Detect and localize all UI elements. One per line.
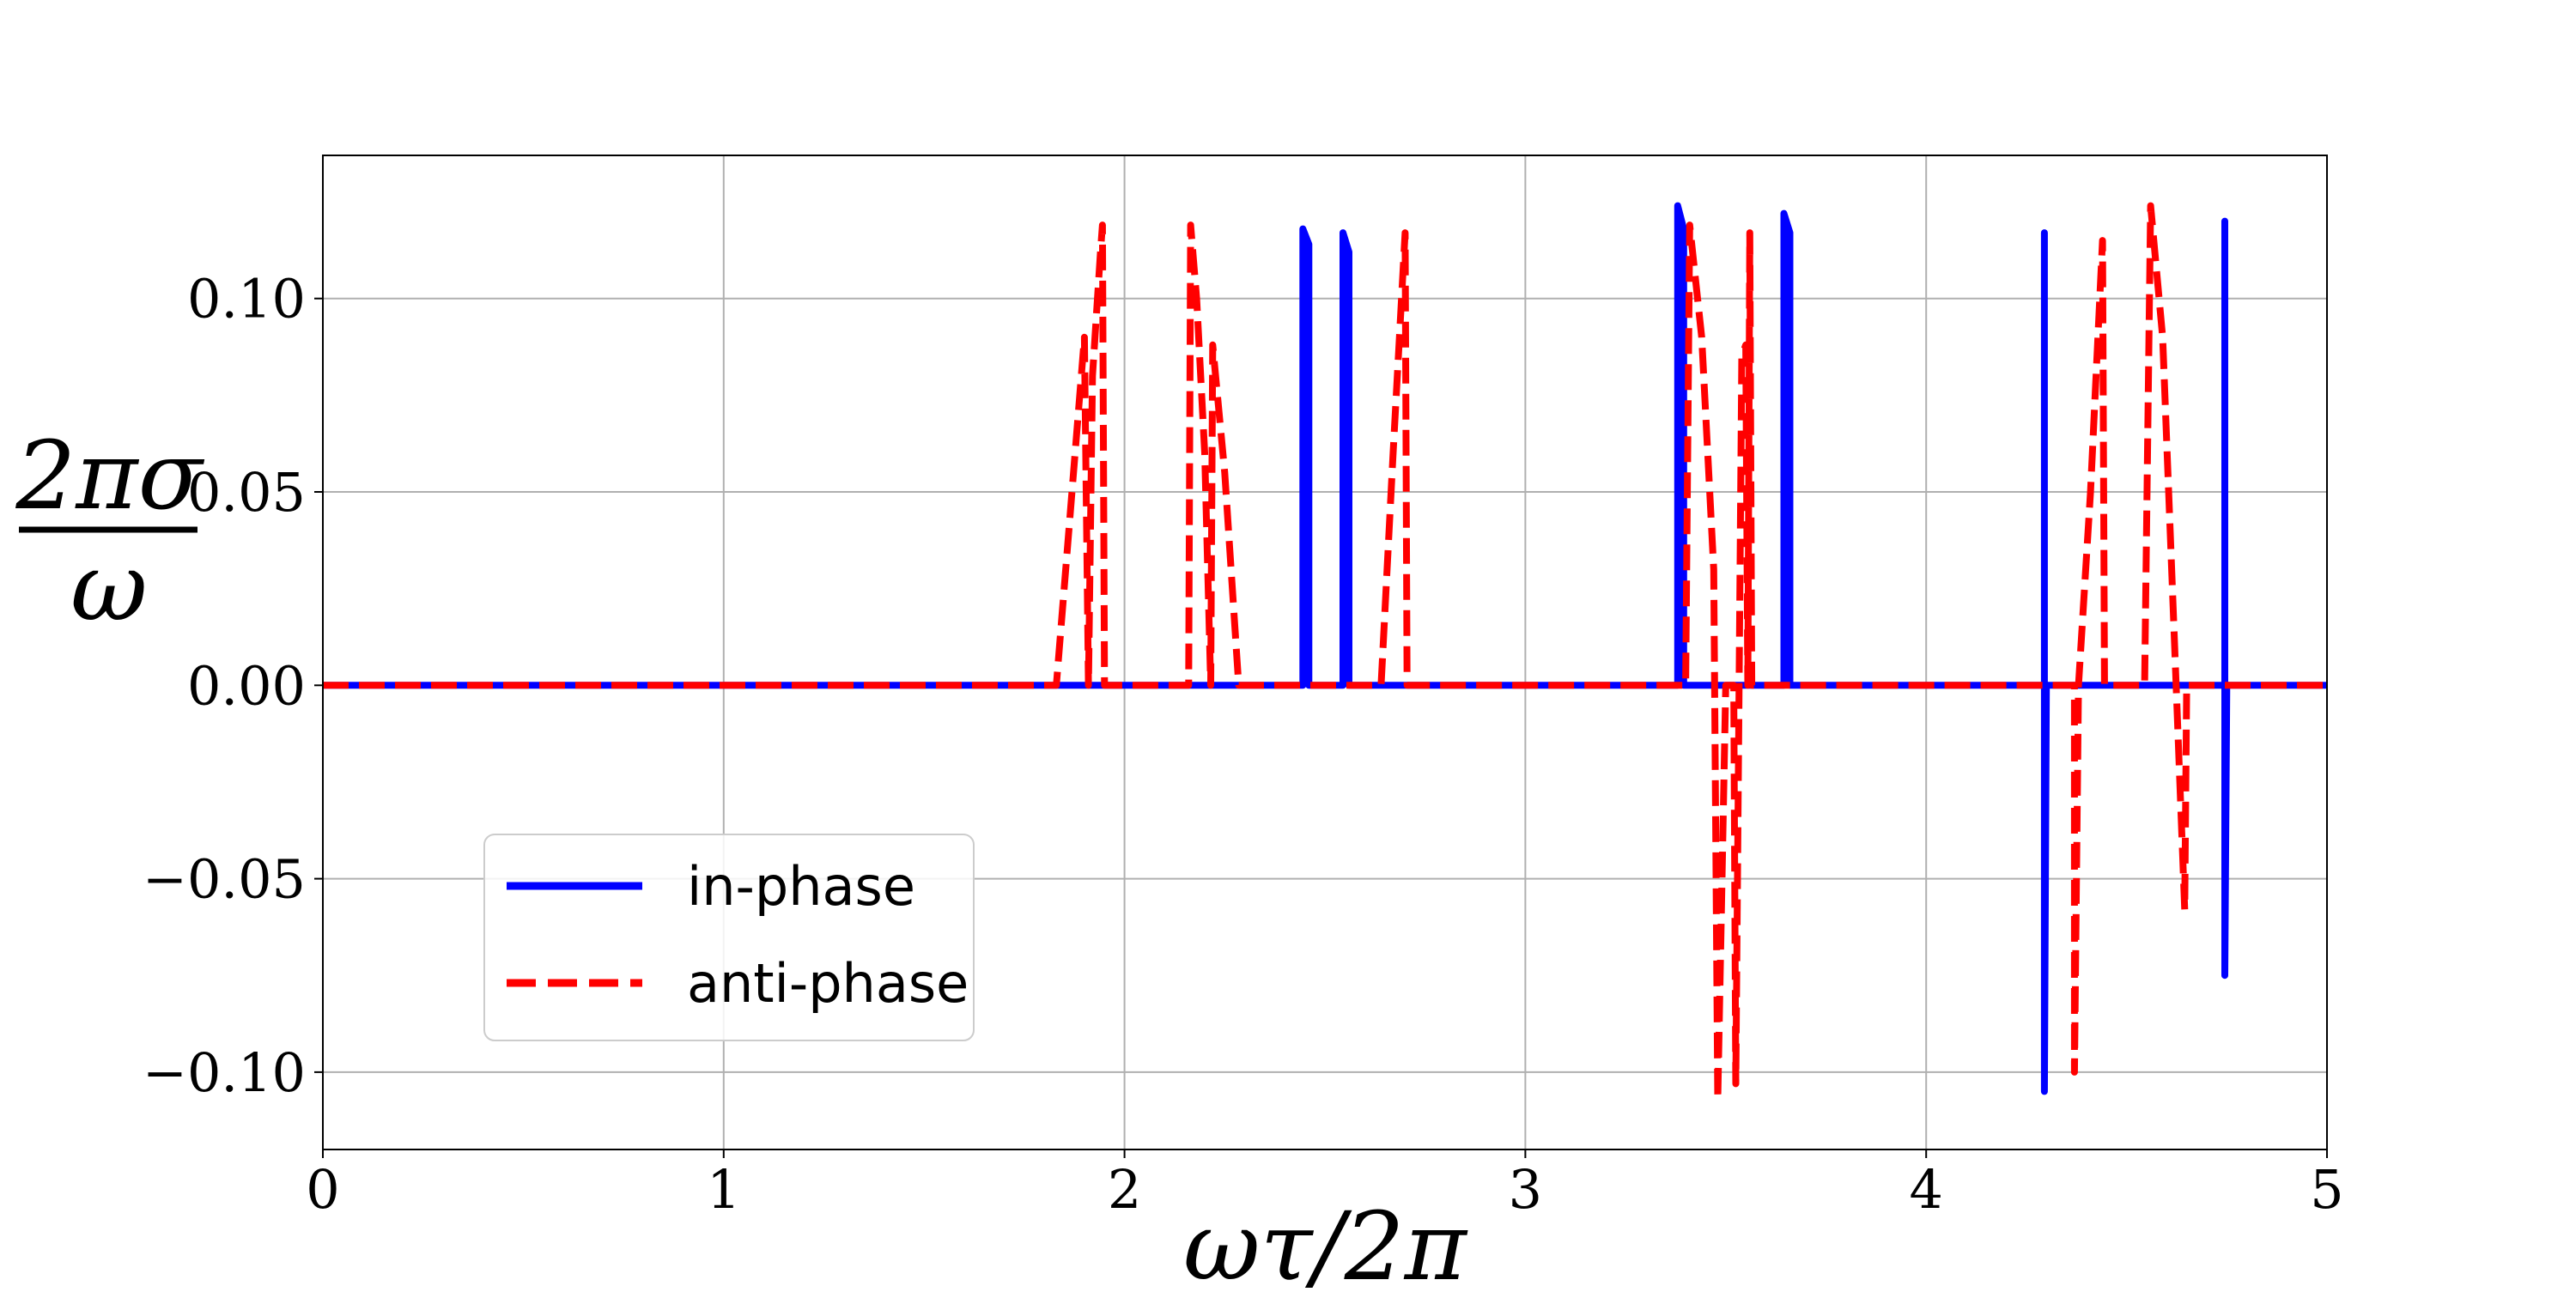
y-tick-label: −0.10: [143, 1041, 306, 1104]
y-tick-label: 0.00: [187, 654, 306, 717]
x-tick-label: 3: [1509, 1158, 1542, 1221]
x-tick-label: 2: [1108, 1158, 1141, 1221]
y-tick-label: 0.10: [187, 268, 306, 331]
x-axis-ticks: 0 1 2 3 4 5: [306, 1149, 2344, 1221]
x-axis-label: ωτ/2π: [1183, 1192, 1468, 1288]
x-tick-label: 4: [1909, 1158, 1942, 1221]
x-tick-label: 0: [306, 1158, 339, 1221]
series-layer: [323, 202, 2327, 1103]
x-tick-label: 1: [707, 1158, 740, 1221]
y-tick-label: 0.05: [187, 461, 306, 524]
y-axis-label-denominator: ω: [70, 532, 148, 642]
legend-label-in-phase: in-phase: [687, 855, 915, 918]
legend: in-phase anti-phase: [483, 834, 975, 1041]
y-axis-ticks: 0.10 0.05 0.00 −0.05 −0.10: [143, 268, 323, 1104]
legend-label-anti-phase: anti-phase: [687, 952, 969, 1015]
y-axis-label: 2πσ ω: [15, 421, 204, 642]
y-axis-label-numerator: 2πσ: [15, 421, 204, 531]
x-tick-label: 5: [2310, 1158, 2343, 1221]
y-tick-label: −0.05: [143, 848, 306, 911]
series-line-anti-phase: [323, 202, 2327, 1103]
plot-frame: [322, 155, 2328, 1150]
